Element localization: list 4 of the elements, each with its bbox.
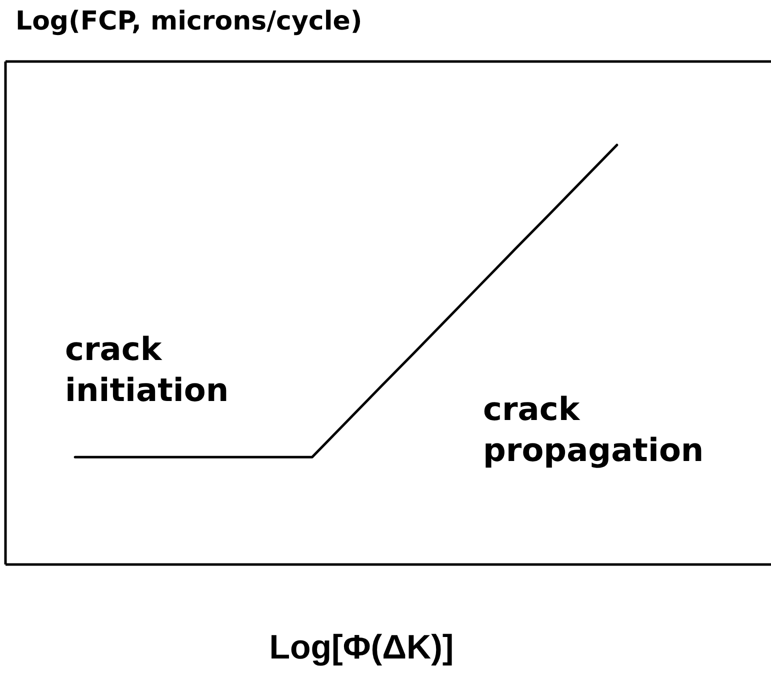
annotation: crack propagation — [483, 390, 704, 469]
y-axis-title: Log(FCP, microns/cycle) — [16, 6, 362, 36]
x-axis-title: Log[Φ(ΔK)] — [269, 628, 454, 666]
annotation: crack initiation — [65, 330, 229, 409]
